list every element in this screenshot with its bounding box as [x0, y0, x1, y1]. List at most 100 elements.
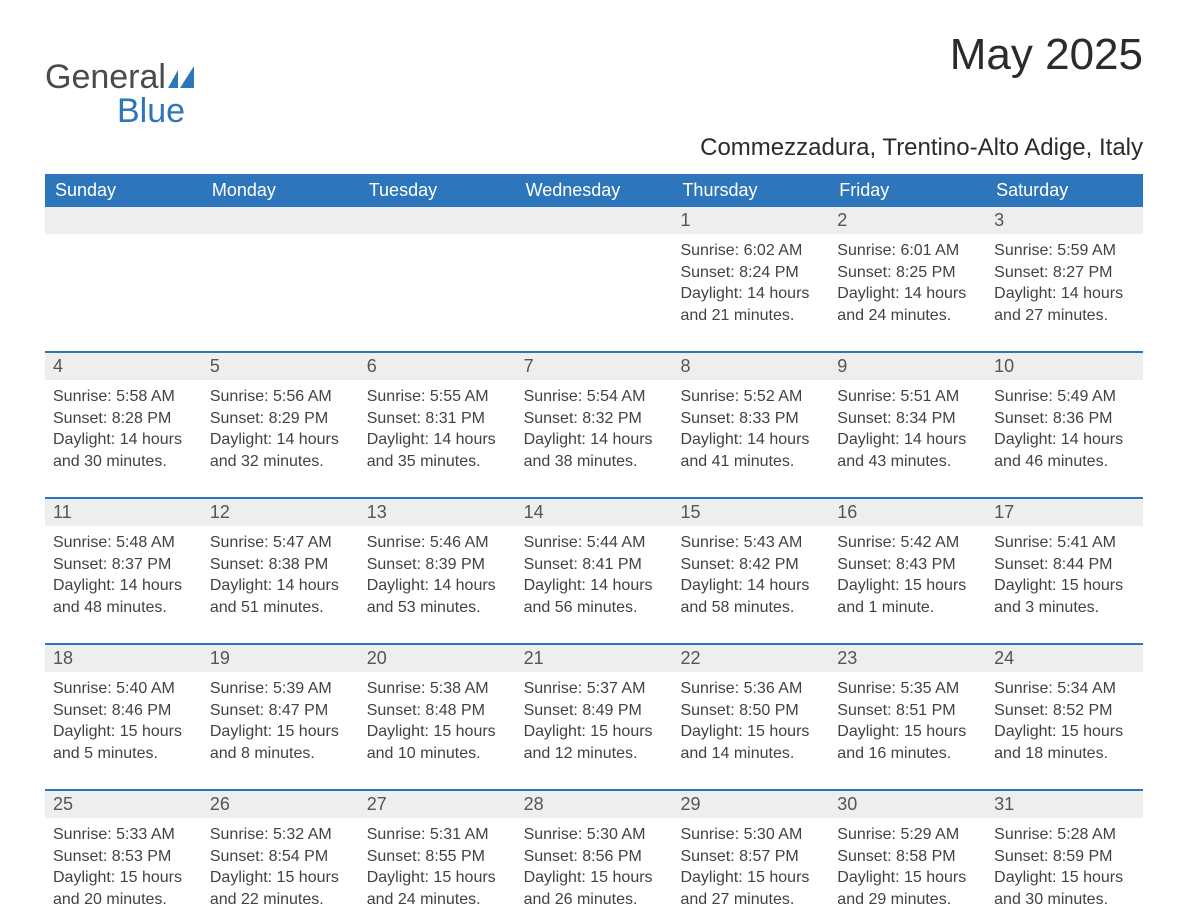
sunset-text: Sunset: 8:27 PM — [994, 262, 1135, 284]
weeks-container: 1Sunrise: 6:02 AMSunset: 8:24 PMDaylight… — [45, 207, 1143, 921]
sunrise-text: Sunrise: 5:46 AM — [367, 532, 508, 554]
calendar-week-row: 1Sunrise: 6:02 AMSunset: 8:24 PMDaylight… — [45, 207, 1143, 337]
sunrise-text: Sunrise: 5:35 AM — [837, 678, 978, 700]
calendar-day-cell: 23Sunrise: 5:35 AMSunset: 8:51 PMDayligh… — [829, 645, 986, 775]
calendar-day-cell: 6Sunrise: 5:55 AMSunset: 8:31 PMDaylight… — [359, 353, 516, 483]
sunrise-text: Sunrise: 5:30 AM — [524, 824, 665, 846]
daylight-text: Daylight: 15 hours and 3 minutes. — [994, 575, 1135, 618]
day-details: Sunrise: 5:49 AMSunset: 8:36 PMDaylight:… — [986, 380, 1143, 482]
day-details: Sunrise: 5:31 AMSunset: 8:55 PMDaylight:… — [359, 818, 516, 920]
weekday-header: Saturday — [986, 174, 1143, 207]
sunset-text: Sunset: 8:25 PM — [837, 262, 978, 284]
day-details — [45, 234, 202, 250]
calendar-day-cell: 12Sunrise: 5:47 AMSunset: 8:38 PMDayligh… — [202, 499, 359, 629]
sunset-text: Sunset: 8:52 PM — [994, 700, 1135, 722]
day-number: 14 — [516, 499, 673, 526]
sunset-text: Sunset: 8:51 PM — [837, 700, 978, 722]
day-number — [516, 207, 673, 234]
sunrise-text: Sunrise: 5:59 AM — [994, 240, 1135, 262]
day-details: Sunrise: 5:41 AMSunset: 8:44 PMDaylight:… — [986, 526, 1143, 628]
daylight-text: Daylight: 14 hours and 35 minutes. — [367, 429, 508, 472]
day-details: Sunrise: 5:38 AMSunset: 8:48 PMDaylight:… — [359, 672, 516, 774]
week-spacer — [45, 337, 1143, 351]
sunrise-text: Sunrise: 5:30 AM — [680, 824, 821, 846]
sunset-text: Sunset: 8:31 PM — [367, 408, 508, 430]
sunrise-text: Sunrise: 5:43 AM — [680, 532, 821, 554]
day-details: Sunrise: 5:40 AMSunset: 8:46 PMDaylight:… — [45, 672, 202, 774]
day-details: Sunrise: 5:59 AMSunset: 8:27 PMDaylight:… — [986, 234, 1143, 336]
day-number: 25 — [45, 791, 202, 818]
day-number: 26 — [202, 791, 359, 818]
calendar-day-cell: 20Sunrise: 5:38 AMSunset: 8:48 PMDayligh… — [359, 645, 516, 775]
daylight-text: Daylight: 15 hours and 12 minutes. — [524, 721, 665, 764]
sunrise-text: Sunrise: 5:42 AM — [837, 532, 978, 554]
calendar-day-cell: 16Sunrise: 5:42 AMSunset: 8:43 PMDayligh… — [829, 499, 986, 629]
sunset-text: Sunset: 8:33 PM — [680, 408, 821, 430]
header: General Blue May 2025 — [45, 30, 1143, 128]
day-details: Sunrise: 5:30 AMSunset: 8:56 PMDaylight:… — [516, 818, 673, 920]
day-details: Sunrise: 5:35 AMSunset: 8:51 PMDaylight:… — [829, 672, 986, 774]
daylight-text: Daylight: 15 hours and 24 minutes. — [367, 867, 508, 910]
sunrise-text: Sunrise: 5:37 AM — [524, 678, 665, 700]
daylight-text: Daylight: 15 hours and 27 minutes. — [680, 867, 821, 910]
day-details: Sunrise: 5:30 AMSunset: 8:57 PMDaylight:… — [672, 818, 829, 920]
calendar-day-cell: 1Sunrise: 6:02 AMSunset: 8:24 PMDaylight… — [672, 207, 829, 337]
daylight-text: Daylight: 15 hours and 26 minutes. — [524, 867, 665, 910]
calendar-day-cell: 18Sunrise: 5:40 AMSunset: 8:46 PMDayligh… — [45, 645, 202, 775]
sunrise-text: Sunrise: 5:49 AM — [994, 386, 1135, 408]
day-details: Sunrise: 6:02 AMSunset: 8:24 PMDaylight:… — [672, 234, 829, 336]
day-details: Sunrise: 5:46 AMSunset: 8:39 PMDaylight:… — [359, 526, 516, 628]
weekday-header: Tuesday — [359, 174, 516, 207]
day-details: Sunrise: 6:01 AMSunset: 8:25 PMDaylight:… — [829, 234, 986, 336]
calendar-day-cell: 26Sunrise: 5:32 AMSunset: 8:54 PMDayligh… — [202, 791, 359, 921]
day-number: 23 — [829, 645, 986, 672]
sunset-text: Sunset: 8:47 PM — [210, 700, 351, 722]
weekday-header: Monday — [202, 174, 359, 207]
weekday-header: Sunday — [45, 174, 202, 207]
sunrise-text: Sunrise: 5:47 AM — [210, 532, 351, 554]
day-details: Sunrise: 5:54 AMSunset: 8:32 PMDaylight:… — [516, 380, 673, 482]
daylight-text: Daylight: 15 hours and 5 minutes. — [53, 721, 194, 764]
daylight-text: Daylight: 15 hours and 18 minutes. — [994, 721, 1135, 764]
day-number: 20 — [359, 645, 516, 672]
sunset-text: Sunset: 8:36 PM — [994, 408, 1135, 430]
calendar-day-cell: 9Sunrise: 5:51 AMSunset: 8:34 PMDaylight… — [829, 353, 986, 483]
sunset-text: Sunset: 8:56 PM — [524, 846, 665, 868]
calendar-day-cell: 17Sunrise: 5:41 AMSunset: 8:44 PMDayligh… — [986, 499, 1143, 629]
day-number: 6 — [359, 353, 516, 380]
day-number: 24 — [986, 645, 1143, 672]
week-spacer — [45, 775, 1143, 789]
sunset-text: Sunset: 8:34 PM — [837, 408, 978, 430]
calendar: Sunday Monday Tuesday Wednesday Thursday… — [45, 174, 1143, 921]
page-title: May 2025 — [950, 30, 1143, 80]
daylight-text: Daylight: 14 hours and 51 minutes. — [210, 575, 351, 618]
day-details — [516, 234, 673, 250]
sunset-text: Sunset: 8:41 PM — [524, 554, 665, 576]
brand-logo: General Blue — [45, 30, 202, 128]
calendar-day-cell: 8Sunrise: 5:52 AMSunset: 8:33 PMDaylight… — [672, 353, 829, 483]
day-details: Sunrise: 5:32 AMSunset: 8:54 PMDaylight:… — [202, 818, 359, 920]
calendar-day-cell — [45, 207, 202, 337]
day-number — [45, 207, 202, 234]
calendar-day-cell — [202, 207, 359, 337]
day-number: 13 — [359, 499, 516, 526]
day-details: Sunrise: 5:34 AMSunset: 8:52 PMDaylight:… — [986, 672, 1143, 774]
daylight-text: Daylight: 14 hours and 21 minutes. — [680, 283, 821, 326]
sunset-text: Sunset: 8:38 PM — [210, 554, 351, 576]
day-number: 30 — [829, 791, 986, 818]
sunset-text: Sunset: 8:32 PM — [524, 408, 665, 430]
daylight-text: Daylight: 14 hours and 46 minutes. — [994, 429, 1135, 472]
daylight-text: Daylight: 15 hours and 10 minutes. — [367, 721, 508, 764]
calendar-day-cell: 7Sunrise: 5:54 AMSunset: 8:32 PMDaylight… — [516, 353, 673, 483]
calendar-week-row: 25Sunrise: 5:33 AMSunset: 8:53 PMDayligh… — [45, 789, 1143, 921]
calendar-day-cell: 5Sunrise: 5:56 AMSunset: 8:29 PMDaylight… — [202, 353, 359, 483]
weekday-header: Friday — [829, 174, 986, 207]
calendar-day-cell: 15Sunrise: 5:43 AMSunset: 8:42 PMDayligh… — [672, 499, 829, 629]
day-details: Sunrise: 5:37 AMSunset: 8:49 PMDaylight:… — [516, 672, 673, 774]
day-number: 1 — [672, 207, 829, 234]
sunrise-text: Sunrise: 5:29 AM — [837, 824, 978, 846]
day-details: Sunrise: 5:29 AMSunset: 8:58 PMDaylight:… — [829, 818, 986, 920]
sunrise-text: Sunrise: 5:40 AM — [53, 678, 194, 700]
weekday-header: Thursday — [672, 174, 829, 207]
weekday-header: Wednesday — [516, 174, 673, 207]
